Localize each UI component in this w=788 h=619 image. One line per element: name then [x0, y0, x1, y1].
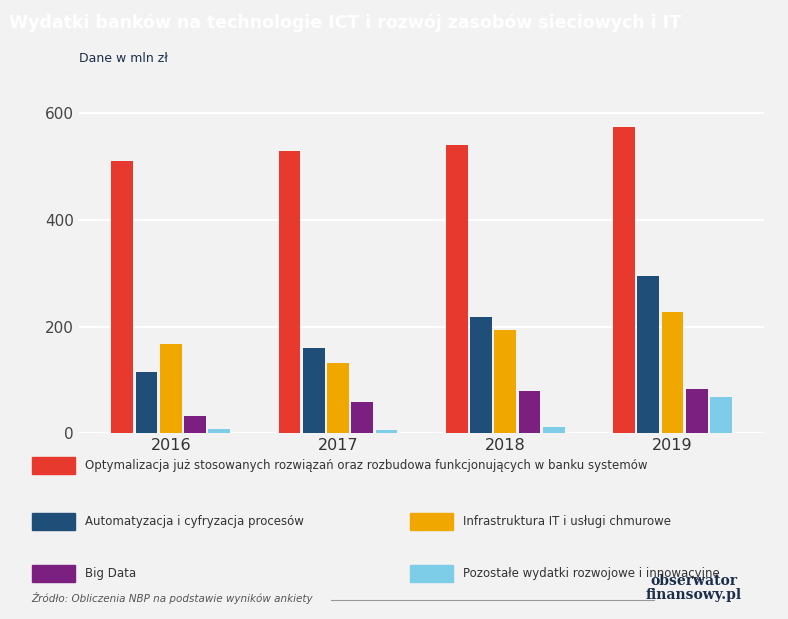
Bar [410, 513, 453, 530]
Bar [494, 331, 516, 433]
Bar [710, 397, 732, 433]
Bar [160, 344, 182, 433]
Text: Optymalizacja już stosowanych rozwiązań oraz rozbudowa funkcjonujących w banku s: Optymalizacja już stosowanych rozwiązań … [85, 459, 648, 472]
Text: finansowy.pl: finansowy.pl [645, 588, 742, 602]
Bar [32, 457, 75, 474]
Bar [410, 565, 453, 582]
Text: Big Data: Big Data [85, 567, 136, 580]
Text: Infrastruktura IT i usługi chmurowe: Infrastruktura IT i usługi chmurowe [463, 515, 671, 528]
Text: Wydatki banków na technologie ICT i rozwój zasobów sieciowych i IT: Wydatki banków na technologie ICT i rozw… [9, 13, 682, 32]
Bar [111, 162, 133, 433]
Bar [376, 430, 397, 433]
Bar [543, 427, 564, 433]
Bar [686, 389, 708, 433]
Bar [662, 312, 683, 433]
Text: Pozostałe wydatki rozwojowe i innowacyjne: Pozostałe wydatki rozwojowe i innowacyjn… [463, 567, 720, 580]
Bar [351, 402, 373, 433]
Bar [303, 348, 325, 433]
Bar [279, 150, 300, 433]
Bar [519, 391, 541, 433]
Bar [32, 565, 75, 582]
Bar [613, 127, 635, 433]
Bar [446, 145, 467, 433]
Text: Dane w mln zł: Dane w mln zł [79, 52, 168, 65]
Bar [637, 276, 659, 433]
Text: Automatyzacja i cyfryzacja procesów: Automatyzacja i cyfryzacja procesów [85, 515, 304, 528]
Text: obserwator: obserwator [650, 574, 737, 588]
Bar [327, 363, 349, 433]
Bar [32, 513, 75, 530]
Bar [184, 416, 206, 433]
Bar [470, 317, 492, 433]
Bar [208, 429, 230, 433]
Text: Źródło: Obliczenia NBP na podstawie wyników ankiety: Źródło: Obliczenia NBP na podstawie wyni… [32, 592, 313, 604]
Bar [136, 372, 158, 433]
